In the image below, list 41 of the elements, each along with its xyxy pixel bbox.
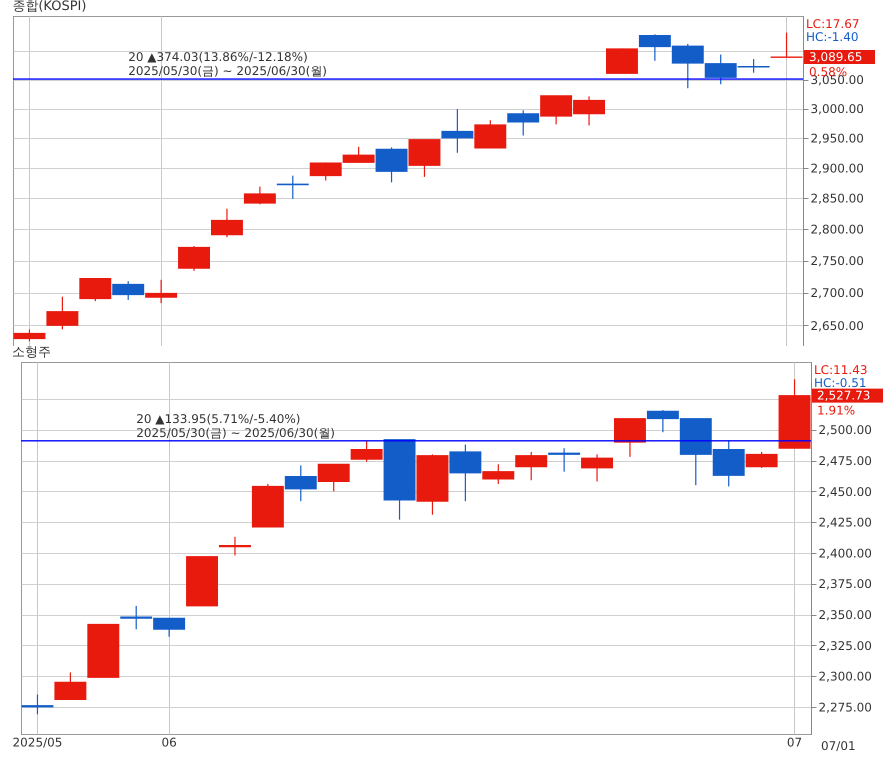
text: 07/01 xyxy=(821,739,856,753)
y-tick-label: 2,275.00 xyxy=(818,700,872,714)
y-tick-label: 2,425.00 xyxy=(818,516,872,530)
x-tick-label: 06 xyxy=(161,736,177,750)
text: 3,089.65 xyxy=(809,50,862,64)
candlestick xyxy=(145,279,178,304)
candlestick xyxy=(276,175,309,200)
y-tick-label: 2,750.00 xyxy=(810,254,864,268)
y-tick-label: 2,500.00 xyxy=(818,423,872,438)
y-tick-label: 2,850.00 xyxy=(810,192,864,206)
text: LC:11.43 xyxy=(814,363,868,377)
x-tick-label: 07 xyxy=(786,736,802,750)
y-tick-label: 2,450.00 xyxy=(818,484,872,499)
annotation: 20 ▲133.95(5.71%/-5.40%) xyxy=(136,412,300,426)
y-tick-label: 2,400.00 xyxy=(818,546,872,560)
y-tick-label: 2,350.00 xyxy=(818,608,872,622)
text: HC:-1.40 xyxy=(806,30,858,44)
annotation: 2025/05/30(금) ~ 2025/06/30(월) xyxy=(136,426,335,440)
x-tick-label: 2025/05 xyxy=(12,736,62,750)
text: HC:-0.51 xyxy=(814,376,866,390)
y-tick-label: 2,900.00 xyxy=(810,161,864,176)
y-tick-label: 2,375.00 xyxy=(818,577,872,592)
text: LC:17.67 xyxy=(806,17,860,31)
candlestick xyxy=(548,448,580,472)
y-tick-label: 2,475.00 xyxy=(818,454,872,468)
y-tick-label: 3,000.00 xyxy=(810,102,864,116)
annotation: 20 ▲374.03(13.86%/-12.18%) xyxy=(128,50,308,64)
candlestick xyxy=(21,694,54,715)
y-tick-label: 2,300.00 xyxy=(818,670,872,684)
chart-title: 소형주 xyxy=(12,345,52,360)
annotation: 2025/05/30(금) ~ 2025/06/30(월) xyxy=(128,64,327,78)
text: 1.91% xyxy=(817,404,856,418)
candlestick xyxy=(441,108,474,154)
text: 2,527.73 xyxy=(817,388,870,403)
chart-title: 종합(KOSPI) xyxy=(12,0,86,14)
y-tick-label: 2,700.00 xyxy=(810,286,864,300)
candlestick xyxy=(218,536,251,556)
y-tick-label: 2,800.00 xyxy=(810,222,864,237)
y-tick-label: 2,650.00 xyxy=(810,318,864,333)
y-tick-label: 2,325.00 xyxy=(818,638,872,653)
y-tick-label: 2,950.00 xyxy=(810,131,864,146)
